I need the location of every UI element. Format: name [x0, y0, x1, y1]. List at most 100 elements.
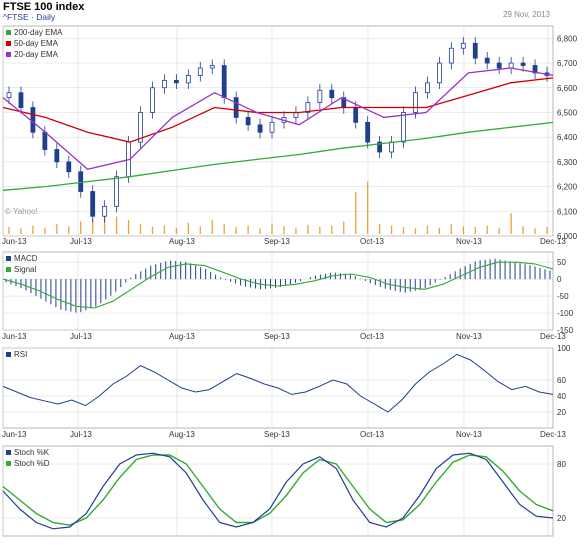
candle-body: [185, 75, 191, 84]
macd-y-tick: -150: [557, 326, 574, 335]
candle-body: [221, 65, 227, 99]
legend-swatch: [6, 461, 11, 466]
candle-body: [138, 112, 143, 143]
price-legend-label: 200-day EMA: [14, 28, 63, 37]
legend-swatch: [6, 352, 11, 357]
legend-swatch: [6, 41, 11, 46]
ema-line-0: [2, 121, 554, 191]
candle-body: [377, 141, 383, 153]
legend-swatch: [6, 267, 11, 272]
stoch-legend-label: Stoch %D: [14, 459, 50, 468]
candle-body: [30, 107, 36, 133]
candle-body: [365, 121, 371, 143]
candle-body: [329, 89, 335, 99]
candle-body: [484, 57, 490, 64]
candle-body: [173, 79, 179, 84]
rsi-line: [2, 353, 554, 413]
candle-body: [508, 62, 514, 69]
legend-swatch: [6, 256, 11, 261]
candle-body: [90, 191, 96, 217]
rsi-y-tick: 20: [557, 408, 566, 417]
stoch-legend-label: Stoch %K: [14, 448, 50, 457]
price-y-tick: 6,000: [557, 232, 578, 241]
price-y-tick: 6,300: [557, 158, 578, 167]
macd-y-tick: 50: [557, 258, 566, 267]
x-tick-label: Aug-13: [169, 237, 195, 246]
candle-body: [269, 121, 275, 133]
candle-body: [448, 47, 454, 64]
candle-body: [245, 117, 251, 126]
x-tick-label: Jul-13: [70, 237, 92, 246]
price-y-tick: 6,200: [557, 183, 578, 192]
x-tick-label: Sep-13: [264, 430, 290, 439]
x-tick-label: Oct-13: [360, 237, 385, 246]
stoch-k-line: [2, 452, 554, 530]
chart-date: 29 Nov, 2013: [503, 10, 551, 19]
x-tick-label: Sep-13: [264, 332, 290, 341]
stoch-y-tick: 80: [557, 460, 566, 469]
rsi-y-tick: 60: [557, 376, 566, 385]
candle-body: [150, 87, 155, 113]
yahoo-watermark: © Yahoo!: [5, 207, 38, 216]
signal-line: [2, 261, 554, 309]
price-legend-label: 50-day EMA: [14, 39, 59, 48]
price-y-tick: 6,600: [557, 84, 578, 93]
candle-body: [6, 92, 12, 99]
candle-body: [114, 176, 119, 207]
price-y-tick: 6,700: [557, 59, 578, 68]
candle-body: [353, 107, 359, 123]
x-tick-label: Dec-13: [540, 332, 566, 341]
x-tick-label: Jun-13: [2, 430, 27, 439]
x-tick-label: Sep-13: [264, 237, 290, 246]
candle-body: [532, 65, 538, 74]
price-y-tick: 6,100: [557, 207, 578, 216]
candle-body: [162, 79, 167, 89]
price-legend-label: 20-day EMA: [14, 50, 59, 59]
price-y-tick: 6,800: [557, 34, 578, 43]
chart-ticker: ^FTSE · Daily: [3, 12, 56, 22]
candle-body: [257, 124, 263, 133]
candle-body: [305, 102, 311, 113]
candle-body: [520, 62, 526, 66]
candle-body: [460, 42, 466, 49]
rsi-y-tick: 40: [557, 392, 566, 401]
rsi-legend-label: RSI: [14, 350, 27, 359]
x-tick-label: Jun-13: [2, 332, 27, 341]
legend-swatch: [6, 52, 11, 57]
rsi-y-tick: 100: [557, 344, 571, 353]
x-tick-label: Dec-13: [540, 430, 566, 439]
candle-body: [42, 131, 48, 150]
price-y-tick: 6,400: [557, 133, 578, 142]
candle-body: [197, 67, 203, 76]
x-tick-label: Oct-13: [360, 332, 385, 341]
ema-line-1: [2, 77, 554, 143]
candle-body: [389, 141, 394, 153]
price-y-tick: 6,500: [557, 108, 578, 117]
stoch-panel-frame: [2, 445, 554, 537]
x-tick-label: Aug-13: [169, 332, 195, 341]
legend-swatch: [6, 30, 11, 35]
candle-body: [317, 89, 323, 103]
candle-body: [54, 149, 60, 163]
candle-body: [425, 82, 430, 94]
x-tick-label: Dec-13: [540, 237, 566, 246]
x-tick-label: Jun-13: [2, 237, 27, 246]
candle-body: [209, 65, 215, 69]
x-tick-label: Nov-13: [456, 332, 482, 341]
candle-body: [496, 62, 502, 69]
x-tick-label: Jul-13: [70, 430, 92, 439]
x-tick-label: Nov-13: [456, 430, 482, 439]
x-tick-label: Oct-13: [360, 430, 385, 439]
candle-body: [233, 97, 239, 118]
ema-line-2: [2, 67, 554, 171]
x-tick-label: Aug-13: [169, 430, 195, 439]
legend-swatch: [6, 450, 11, 455]
macd-legend-label: MACD: [14, 254, 38, 263]
macd-y-tick: 0: [557, 275, 562, 284]
x-tick-label: Jul-13: [70, 332, 92, 341]
candle-body: [472, 42, 478, 59]
candle-body: [18, 92, 24, 108]
stoch-y-tick: 20: [557, 514, 566, 523]
